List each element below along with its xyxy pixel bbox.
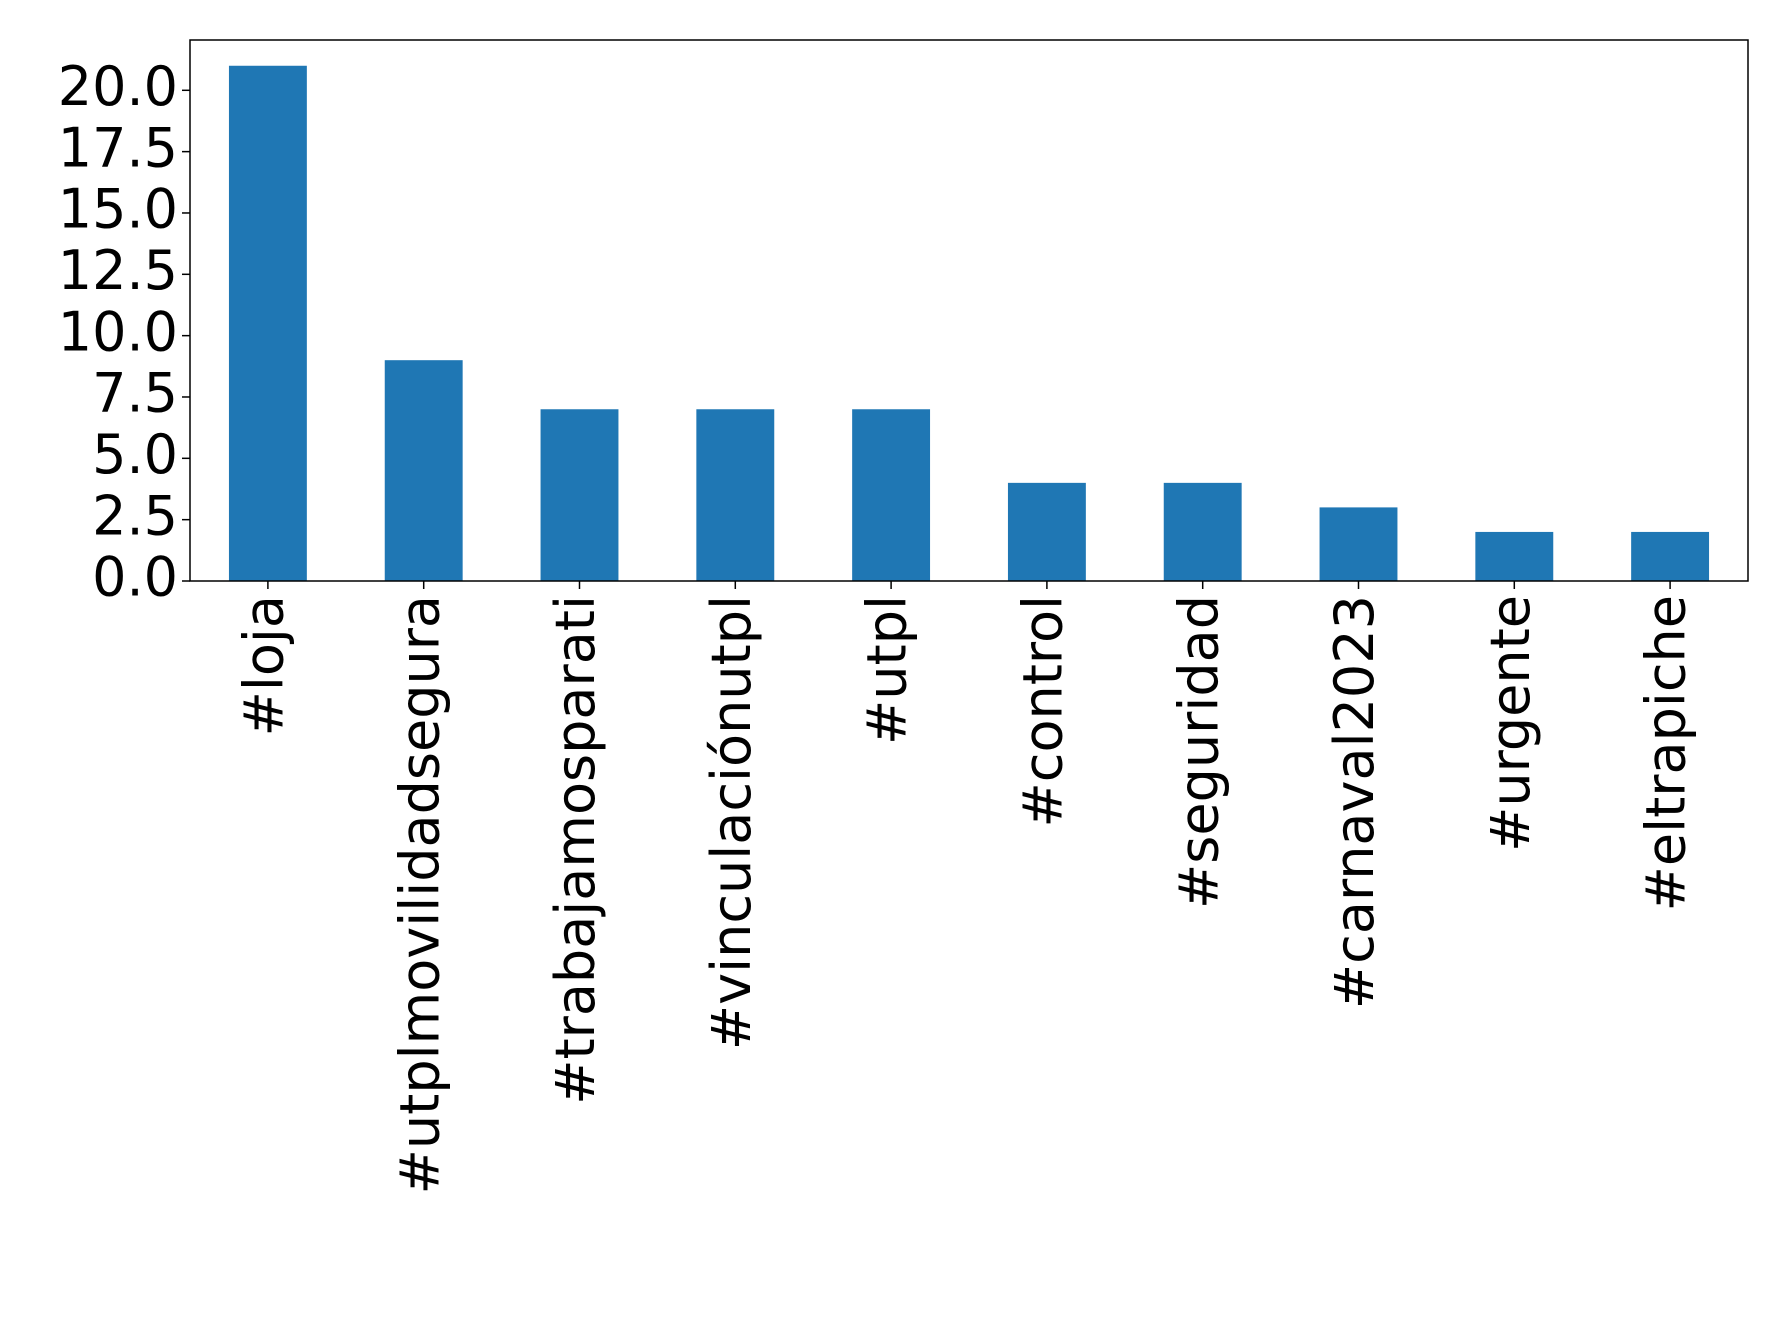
y-tick-label: 5.0 (92, 423, 178, 486)
y-tick-label: 10.0 (58, 300, 178, 363)
x-tick-label: #utplmovilidadsegura (388, 595, 451, 1194)
x-tick-label: #eltrapiche (1635, 595, 1698, 911)
y-tick-label: 20.0 (58, 55, 178, 118)
x-tick-label: #vinculaciónutpl (700, 595, 763, 1050)
y-tick-label: 17.5 (58, 116, 178, 179)
y-tick-label: 2.5 (92, 484, 178, 547)
x-tick-label: #carnaval2023 (1323, 595, 1386, 1009)
y-tick-label: 0.0 (92, 546, 178, 609)
bar (1631, 531, 1710, 581)
bar (1319, 507, 1398, 581)
x-tick-label: #trabajamosparati (544, 595, 607, 1105)
plot-frame (189, 39, 1749, 582)
x-tick-label: #utpl (856, 595, 919, 745)
bar (696, 409, 775, 581)
x-tick-label: #seguridad (1167, 595, 1230, 909)
y-tick-label: 7.5 (92, 362, 178, 425)
x-tick-label: #loja (233, 595, 296, 736)
bar (384, 360, 463, 581)
x-tick-label: #control (1012, 595, 1075, 827)
bar (228, 65, 307, 581)
y-tick-label: 12.5 (58, 239, 178, 302)
bar (540, 409, 619, 581)
y-tick-label: 15.0 (58, 178, 178, 241)
bar (852, 409, 931, 581)
x-tick-label: #urgente (1479, 595, 1542, 852)
bar (1475, 531, 1554, 581)
bar (1163, 482, 1242, 581)
bar (1007, 482, 1086, 581)
